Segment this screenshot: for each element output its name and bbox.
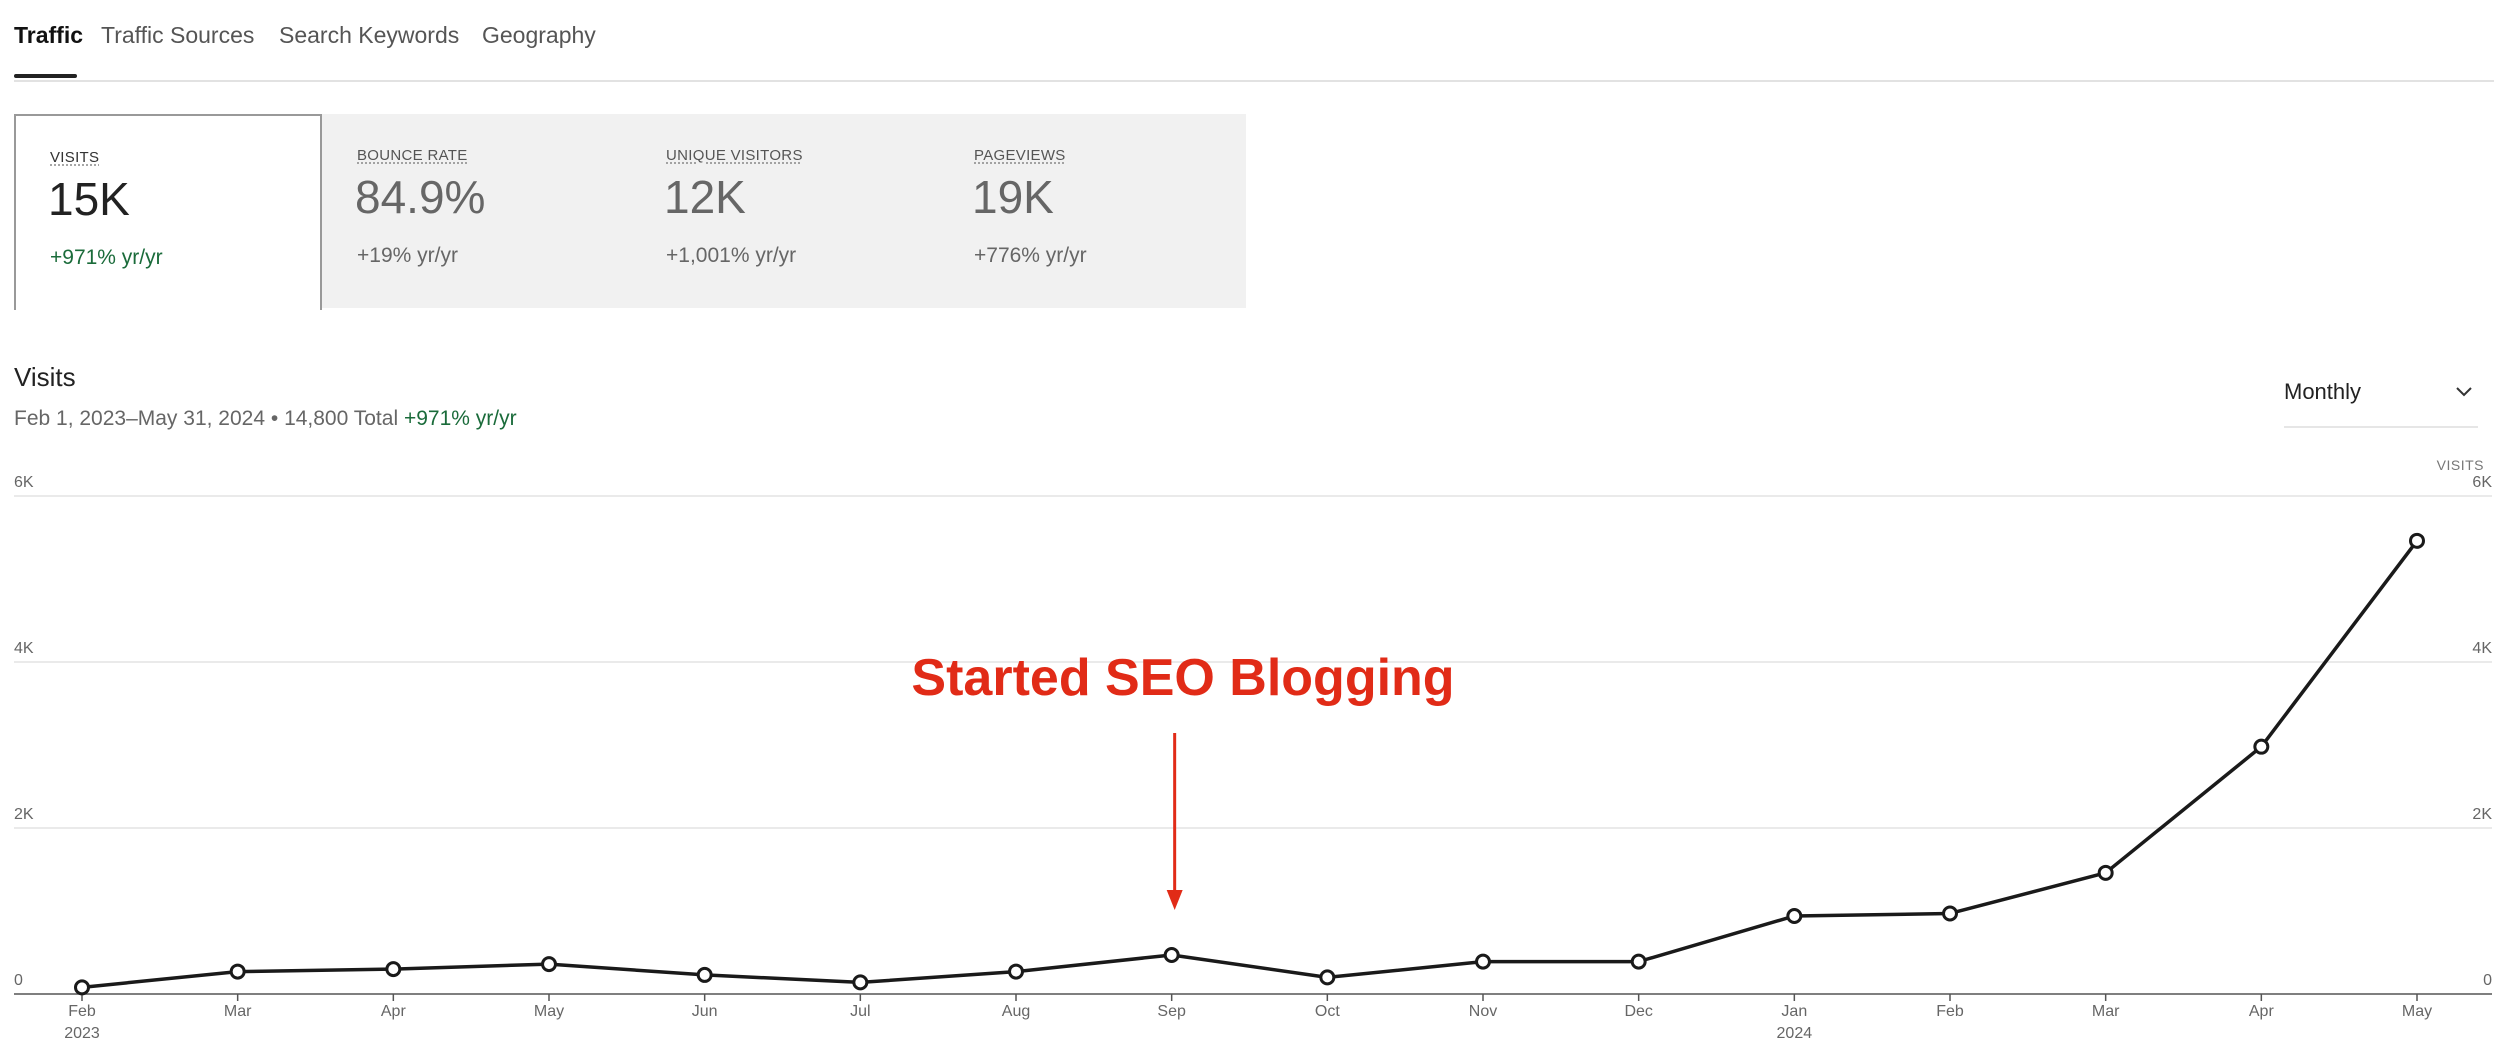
y-tick-label-right: 6K: [2472, 474, 2492, 491]
total-visits: 14,800 Total: [284, 407, 399, 430]
x-tick-label: Mar: [2092, 1003, 2120, 1020]
x-tick-label: Mar: [224, 1003, 252, 1020]
x-tick-label: Feb: [68, 1003, 96, 1020]
stat-change: +1,001% yr/yr: [666, 244, 797, 267]
x-tick-label: Apr: [381, 1003, 407, 1020]
stat-card-unique-visitors[interactable]: UNIQUE VISITORS 12K +1,001% yr/yr: [632, 114, 940, 308]
interval-dropdown-value: Monthly: [2284, 379, 2362, 404]
stat-label: UNIQUE VISITORS: [666, 147, 803, 164]
stat-value: 12K: [664, 171, 746, 223]
data-point: [1319, 969, 1336, 986]
x-tick-label: Oct: [1315, 1003, 1340, 1020]
stat-value: 19K: [972, 171, 1054, 223]
x-tick-label: Nov: [1469, 1003, 1497, 1020]
active-tab-indicator: [14, 74, 77, 78]
tab-traffic[interactable]: Traffic: [14, 22, 84, 48]
data-point: [852, 974, 869, 991]
data-point: [1475, 953, 1491, 970]
x-tick-label: Feb: [1936, 1003, 1964, 1020]
y-tick-label-left: 4K: [14, 640, 34, 657]
data-point: [1630, 953, 1647, 970]
data-point: [541, 956, 557, 973]
y-axis-title: VISITS: [2436, 457, 2484, 473]
annotation-text: Started SEO Blogging: [911, 649, 1454, 707]
series-line: [81, 539, 2419, 990]
x-tick-label: Jan: [1781, 1003, 1807, 1020]
data-point: [2253, 738, 2270, 755]
data-point: [1008, 963, 1024, 980]
x-year-label: 2023: [64, 1025, 100, 1042]
chart-title: Visits: [14, 362, 76, 392]
data-point: [1942, 905, 1958, 922]
annotation-arrow-head: [1166, 890, 1183, 910]
stat-card-pageviews[interactable]: PAGEVIEWS 19K +776% yr/yr: [940, 114, 1248, 308]
data-point: [2097, 864, 2114, 881]
data-point: [1163, 946, 1180, 963]
stat-card-visits[interactable]: VISITS 15K +971% yr/yr: [14, 114, 322, 310]
y-tick-label-left: 0: [14, 972, 23, 989]
data-point: [229, 963, 246, 980]
total-change: +971% yr/yr: [403, 407, 517, 430]
data-point: [385, 961, 402, 978]
chevron-down-icon: [2456, 387, 2472, 397]
x-tick-label: Apr: [2249, 1003, 2275, 1020]
y-tick-label-right: 4K: [2472, 640, 2492, 657]
x-tick-label: Jun: [692, 1003, 718, 1020]
x-tick-label: May: [2402, 1003, 2432, 1020]
x-year-label: 2024: [1777, 1025, 1813, 1042]
date-range: Feb 1, 2023–May 31, 2024: [14, 407, 266, 430]
stat-change: +971% yr/yr: [50, 246, 163, 269]
data-point: [1786, 907, 1803, 924]
y-tick-label-left: 6K: [14, 474, 34, 491]
stat-label: PAGEVIEWS: [974, 147, 1066, 164]
x-tick-label: Dec: [1624, 1003, 1652, 1020]
interval-dropdown[interactable]: Monthly: [2284, 370, 2478, 428]
x-tick-label: Jul: [850, 1003, 870, 1020]
data-point: [2409, 532, 2425, 549]
stat-card-bounce-rate[interactable]: BOUNCE RATE 84.9% +19% yr/yr: [323, 114, 631, 308]
stat-value: 15K: [48, 173, 130, 225]
x-tick-label: Sep: [1157, 1003, 1186, 1020]
x-tick-label: May: [534, 1003, 564, 1020]
data-point: [696, 966, 713, 983]
chart-subtitle: Feb 1, 2023–May 31, 2024 • 14,800 Total …: [14, 407, 517, 431]
x-tick-label: Aug: [1002, 1003, 1030, 1020]
y-tick-label-right: 0: [2483, 972, 2492, 989]
y-tick-label-right: 2K: [2472, 806, 2492, 823]
tab-traffic-sources[interactable]: Traffic Sources: [101, 22, 255, 48]
stat-label: BOUNCE RATE: [357, 147, 468, 164]
stat-change: +19% yr/yr: [357, 244, 458, 267]
stat-change: +776% yr/yr: [974, 244, 1087, 267]
data-point: [74, 979, 90, 996]
tab-bar: Traffic Traffic Sources Search Keywords …: [14, 0, 2494, 82]
tab-search-keywords[interactable]: Search Keywords: [279, 22, 460, 48]
y-tick-label-left: 2K: [14, 806, 34, 823]
stats-panel: VISITS 15K +971% yr/yr BOUNCE RATE 84.9%…: [14, 114, 1248, 310]
tab-geography[interactable]: Geography: [482, 22, 596, 48]
separator-dot: •: [270, 407, 279, 430]
stat-value: 84.9%: [355, 171, 486, 223]
stat-label: VISITS: [50, 149, 100, 166]
